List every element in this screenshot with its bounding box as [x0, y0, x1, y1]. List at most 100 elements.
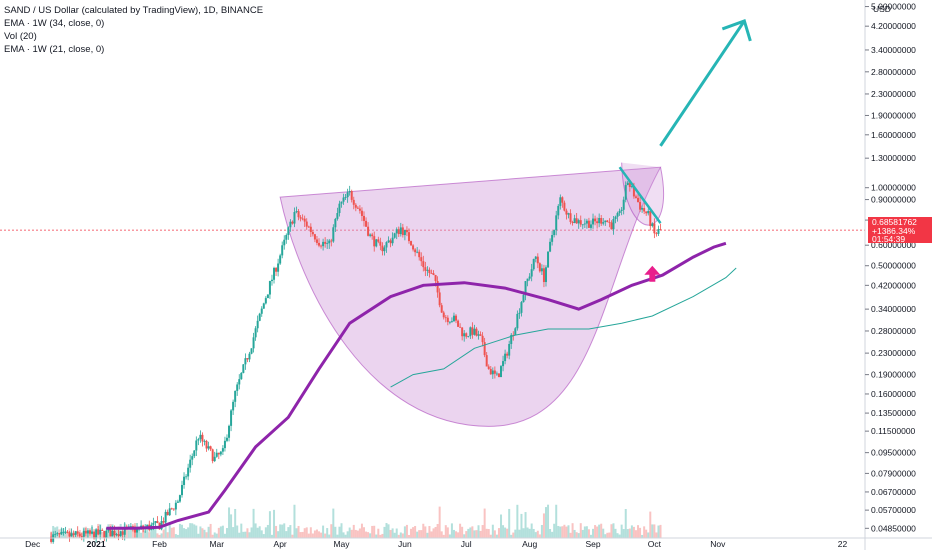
candle-body — [176, 501, 179, 503]
candle-body — [93, 531, 96, 539]
candle-body — [244, 358, 247, 365]
volume-bar — [583, 526, 586, 538]
candle-body — [320, 245, 323, 247]
candle-body — [375, 239, 378, 247]
candle-body — [50, 536, 53, 542]
volume-layer — [50, 504, 662, 538]
volume-bar — [608, 532, 611, 538]
volume-bar — [414, 525, 417, 538]
volume-bar — [397, 534, 400, 538]
candle-body — [358, 208, 361, 211]
candle-body — [262, 303, 265, 309]
volume-bar — [170, 527, 173, 538]
volume-bar — [256, 527, 259, 538]
candle-body — [84, 530, 87, 534]
candle-body — [547, 251, 550, 268]
candle-body — [377, 239, 380, 242]
volume-bar — [526, 527, 529, 538]
candle-body — [538, 263, 541, 272]
volume-bar — [191, 523, 194, 538]
candle-body — [565, 210, 568, 215]
candle-body — [172, 508, 175, 510]
candle-body — [121, 531, 124, 535]
candle-body — [346, 192, 349, 198]
volume-bar — [602, 528, 605, 538]
volume-bar — [405, 524, 408, 538]
candle-body — [185, 476, 188, 478]
candle-body — [140, 525, 143, 528]
volume-bar — [215, 533, 218, 538]
volume-bar — [428, 526, 431, 538]
volume-bar — [183, 528, 186, 538]
candle-body — [426, 269, 429, 271]
volume-bar — [418, 530, 421, 538]
candle-body — [500, 366, 503, 378]
volume-bar — [606, 532, 609, 538]
candle-body — [91, 531, 94, 534]
candle-body — [634, 196, 637, 198]
candle-body — [659, 229, 662, 230]
volume-bar — [281, 524, 284, 538]
candle-body — [344, 197, 347, 198]
volume-bar — [287, 527, 290, 538]
volume-bar — [223, 533, 226, 538]
volume-bar — [512, 532, 515, 538]
volume-bar — [391, 528, 394, 538]
volume-bar — [514, 529, 517, 538]
volume-bar — [637, 525, 640, 538]
volume-bar — [557, 525, 560, 538]
candle-body — [491, 370, 494, 375]
volume-bar — [485, 528, 488, 538]
candle-body — [371, 234, 374, 237]
volume-bar — [309, 527, 312, 538]
candle-body — [540, 268, 543, 272]
volume-bar — [301, 531, 304, 538]
volume-bar — [561, 526, 564, 538]
candle-body — [101, 529, 104, 531]
candle-body — [502, 361, 505, 367]
candle-body — [254, 328, 257, 338]
volume-bar — [534, 532, 537, 538]
volume-bar — [266, 524, 269, 538]
candle-body — [446, 317, 449, 323]
volume-bar — [250, 527, 253, 538]
volume-bar — [395, 528, 398, 538]
candle-body — [465, 333, 468, 337]
volume-bar — [618, 534, 621, 538]
candle-body — [369, 234, 372, 236]
candle-body — [242, 364, 245, 373]
volume-bar — [119, 523, 122, 538]
volume-bar — [160, 533, 163, 538]
candle-body — [356, 207, 359, 209]
candle-body — [381, 245, 384, 252]
volume-bar — [649, 511, 652, 538]
volume-bar — [573, 529, 576, 538]
candle-body — [66, 531, 69, 533]
y-tick-label: 0.19000000 — [871, 370, 916, 380]
candle-body — [350, 191, 353, 200]
candle-body — [616, 213, 619, 217]
volume-bar — [174, 534, 177, 538]
candle-body — [420, 257, 423, 262]
volume-bar — [350, 529, 353, 538]
volume-bar — [64, 530, 67, 538]
candle-body — [557, 205, 560, 216]
volume-bar — [450, 523, 453, 538]
candle-body — [542, 268, 545, 283]
volume-bar — [479, 530, 482, 538]
candle-body — [651, 223, 654, 227]
volume-bar — [252, 508, 255, 538]
candle-body — [647, 210, 650, 214]
volume-bar — [195, 525, 198, 538]
handle-pattern — [621, 162, 665, 226]
candle-body — [313, 234, 316, 240]
volume-bar — [506, 528, 509, 538]
volume-bar — [436, 523, 439, 538]
candle-body — [180, 484, 183, 496]
candle-body — [70, 533, 73, 537]
candle-body — [520, 302, 523, 313]
candle-body — [606, 220, 609, 223]
volume-bar — [232, 527, 235, 538]
candle-body — [436, 281, 439, 293]
candle-body — [318, 242, 321, 246]
